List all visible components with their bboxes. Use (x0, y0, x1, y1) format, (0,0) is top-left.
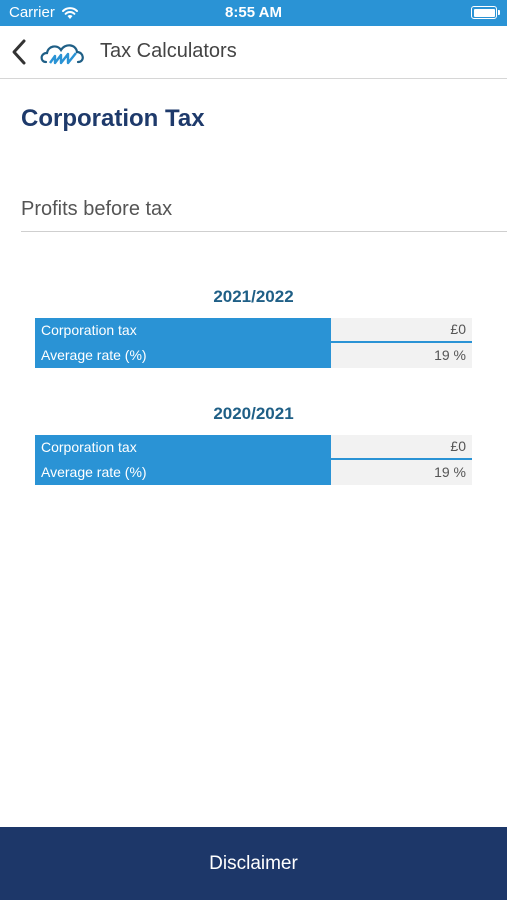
row-value: 19 % (331, 460, 472, 485)
row-label: Average rate (%) (35, 460, 331, 485)
row-value: £0 (331, 318, 472, 343)
table-row: Average rate (%) 19 % (35, 460, 472, 485)
battery-icon (471, 6, 500, 19)
status-bar: Carrier 8:55 AM (0, 0, 507, 26)
nav-title: Tax Calculators (100, 40, 237, 62)
row-value: 19 % (331, 343, 472, 368)
row-label: Average rate (%) (35, 343, 331, 368)
page-title: Corporation Tax (21, 105, 205, 132)
row-label: Corporation tax (35, 318, 331, 343)
table-row: Corporation tax £0 (35, 435, 472, 460)
carrier-group: Carrier (9, 4, 79, 21)
table-row: Corporation tax £0 (35, 318, 472, 343)
table-row: Average rate (%) 19 % (35, 343, 472, 368)
tax-results-table: Corporation tax £0 Average rate (%) 19 % (35, 435, 472, 485)
disclaimer-button[interactable]: Disclaimer (0, 827, 507, 900)
year-heading: 2020/2021 (213, 404, 294, 423)
status-time: 8:55 AM (225, 4, 282, 21)
row-label: Corporation tax (35, 435, 331, 460)
year-heading: 2021/2022 (213, 287, 294, 306)
cloud-logo-icon (40, 44, 84, 65)
row-value: £0 (331, 435, 472, 460)
back-chevron-icon[interactable] (8, 38, 32, 66)
carrier-label: Carrier (9, 4, 55, 21)
navigation-bar: Tax Calculators (0, 26, 507, 79)
tax-results-table: Corporation tax £0 Average rate (%) 19 % (35, 318, 472, 368)
profits-before-tax-input[interactable] (21, 188, 507, 232)
wifi-icon (61, 6, 78, 19)
